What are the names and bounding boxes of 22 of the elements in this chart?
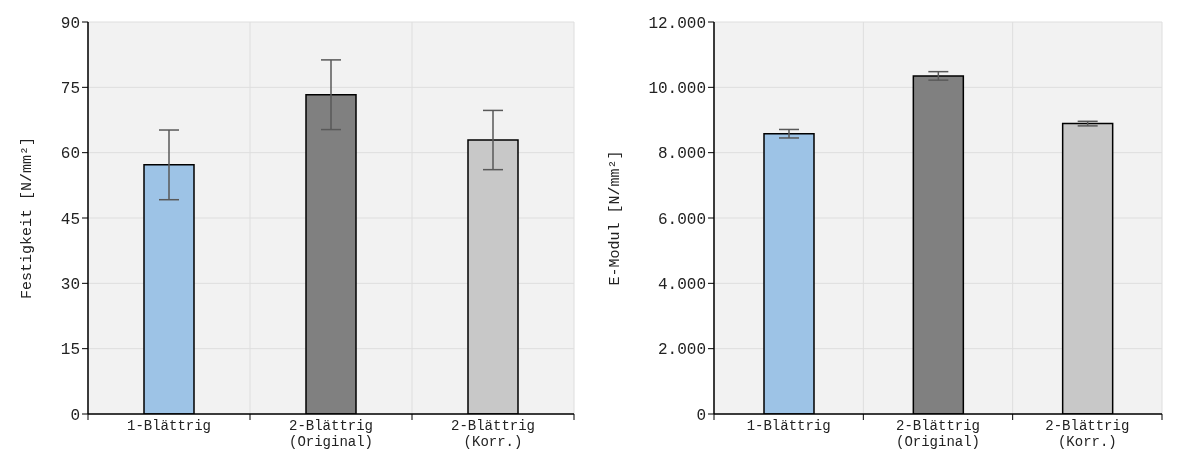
y-tick-label: 4.000	[657, 276, 706, 295]
x-tick-label: 2-Blättrig (Korr.)	[1045, 418, 1130, 450]
y-axis-title: Festigkeit [N/mm²]	[19, 136, 37, 300]
x-tick-label: 2-Blättrig (Original)	[895, 418, 981, 450]
y-tick-label: 6.000	[657, 210, 706, 229]
y-tick-label: 12.000	[648, 14, 706, 33]
y-tick-label: 30	[60, 276, 80, 295]
y-tick-label: 90	[60, 14, 80, 33]
y-tick-label: 10.000	[648, 80, 706, 99]
y-tick-label: 0	[70, 406, 80, 425]
y-tick-label: 45	[60, 210, 80, 229]
x-tick-label: 1-Blättrig	[126, 418, 212, 434]
x-tick-label: 1-Blättrig	[746, 418, 831, 434]
y-tick-label: 8.000	[657, 145, 706, 164]
y-tick-label: 15	[60, 341, 80, 360]
y-axis-title: E-Modul [N/mm²]	[607, 150, 625, 286]
x-tick-label: 2-Blättrig (Original)	[288, 418, 374, 450]
y-tick-label: 0	[696, 406, 706, 425]
y-tick-label: 60	[60, 145, 80, 164]
y-tick-label: 2.000	[657, 341, 706, 360]
y-tick-label: 75	[60, 80, 80, 99]
x-tick-label: 2-Blättrig (Korr.)	[450, 418, 536, 450]
